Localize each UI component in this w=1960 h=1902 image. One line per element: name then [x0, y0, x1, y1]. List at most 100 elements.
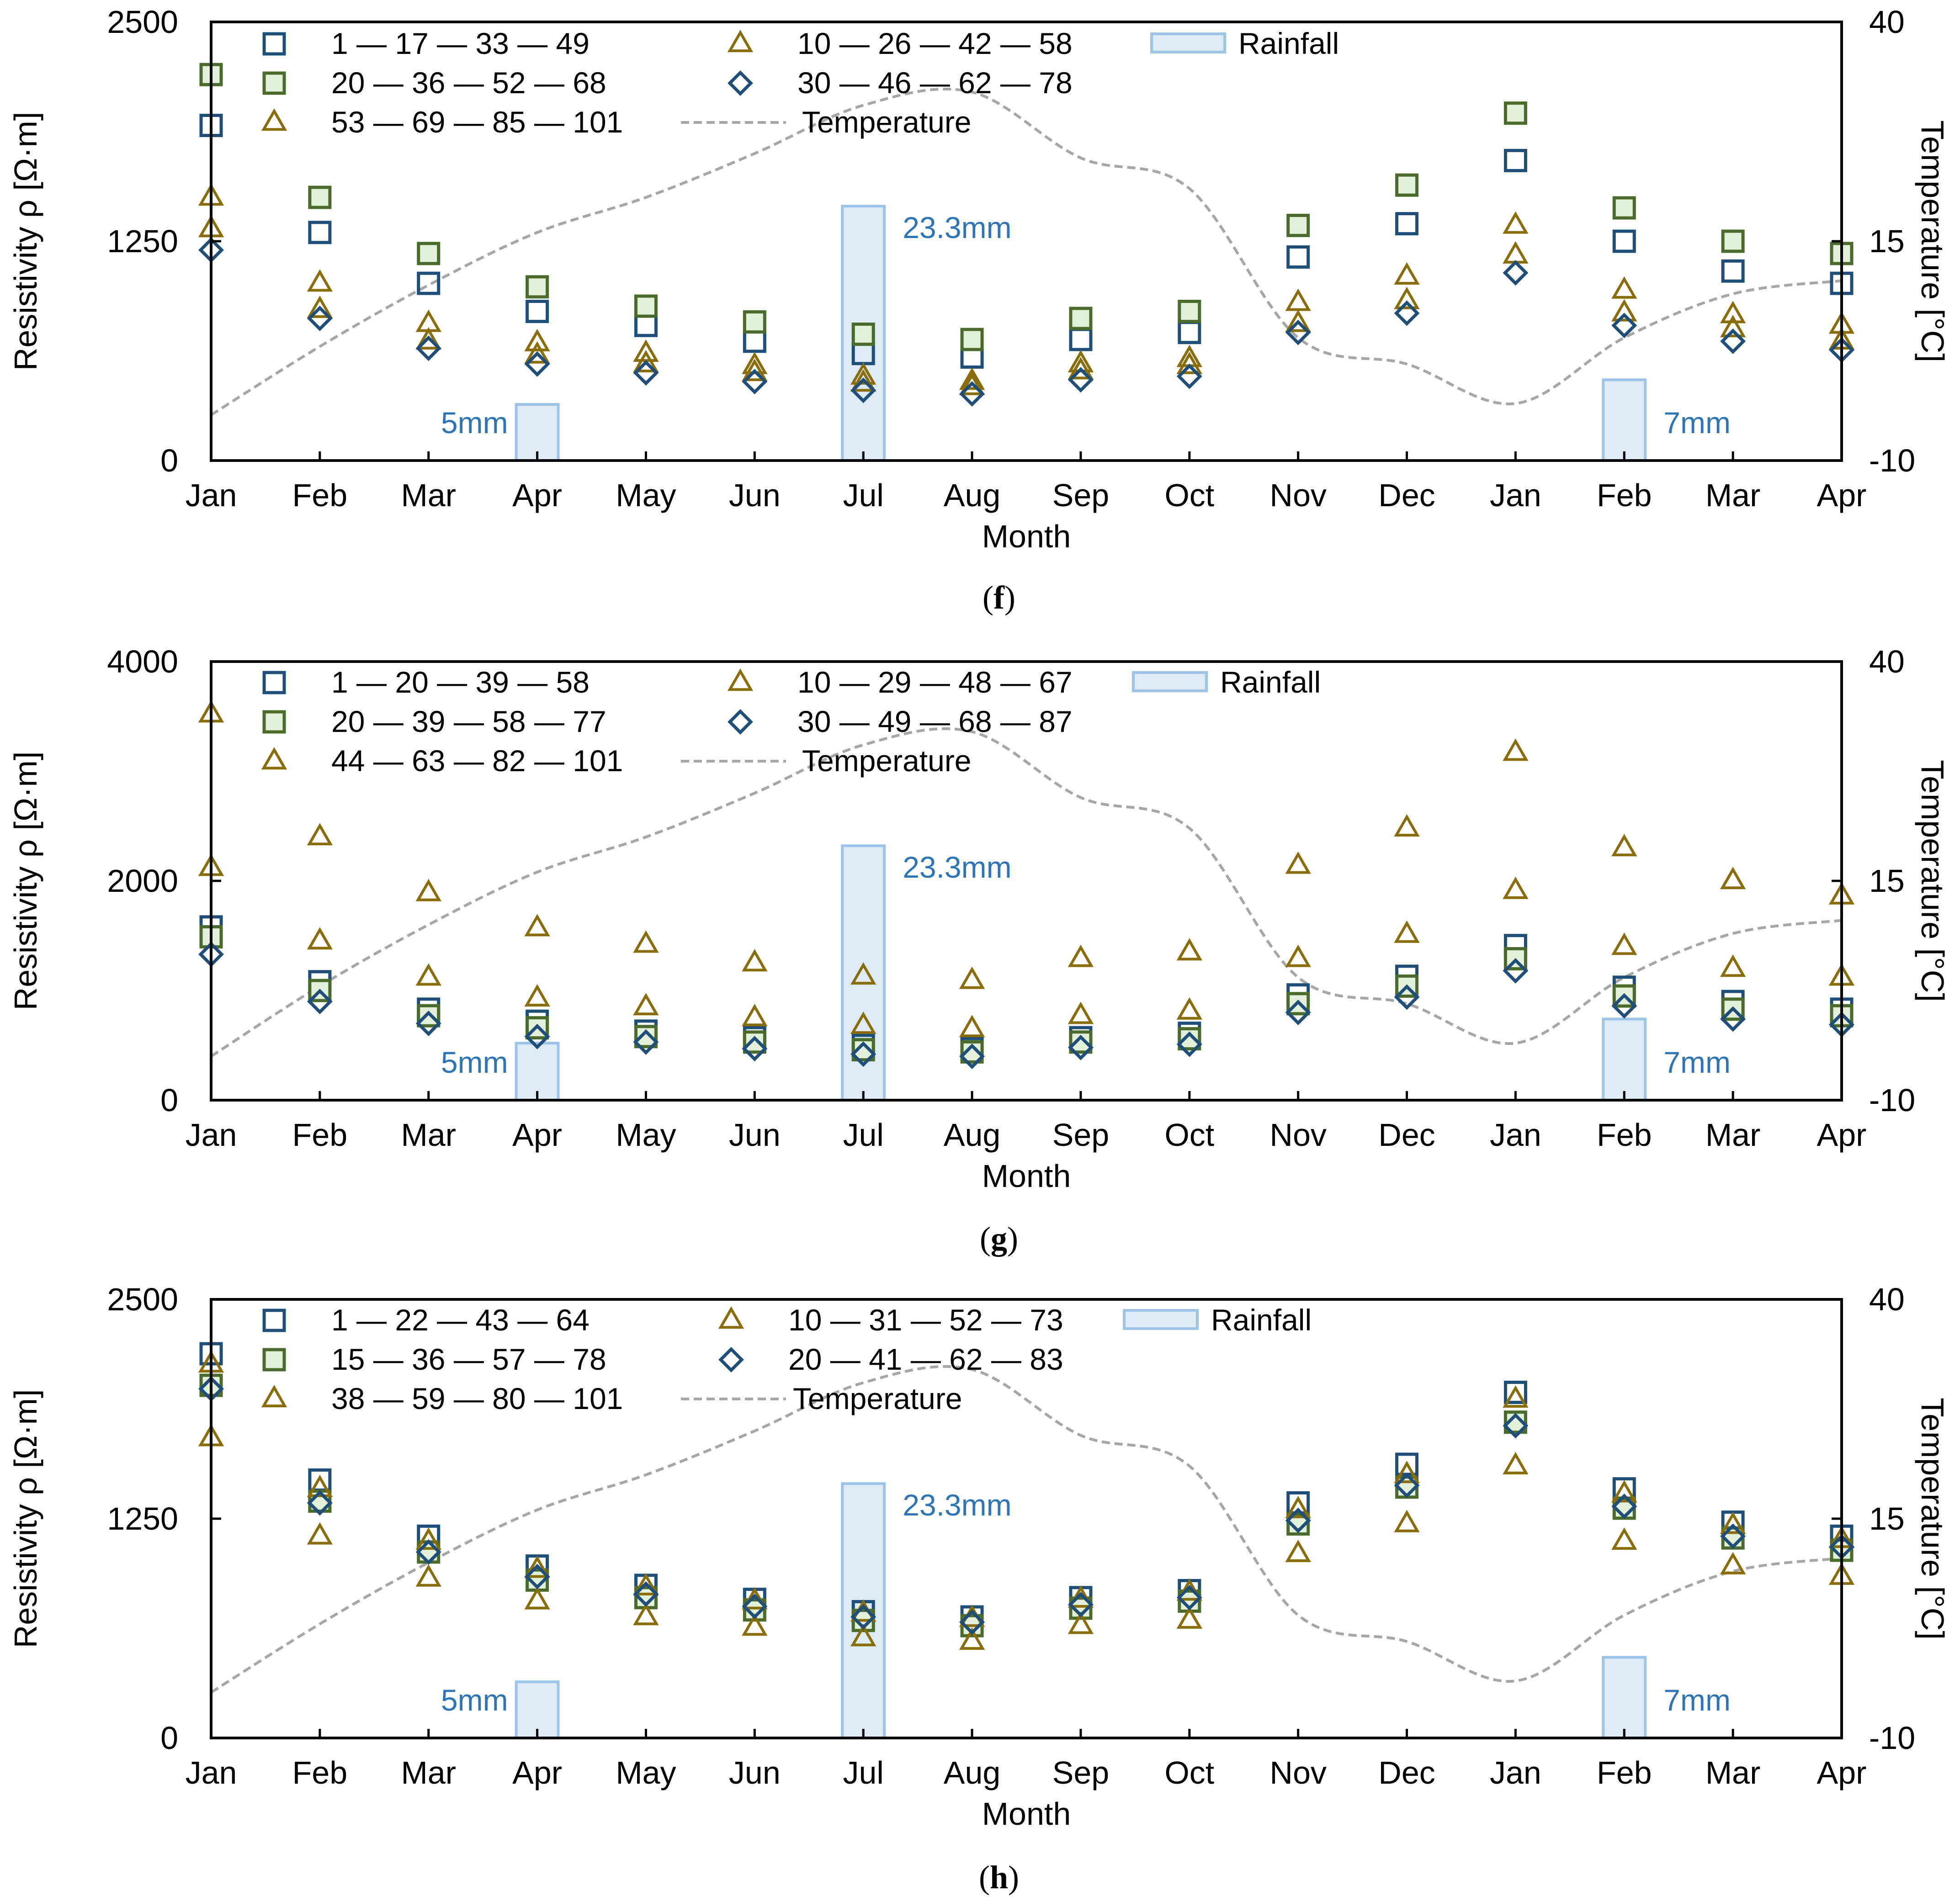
data-point — [1720, 1006, 1746, 1032]
data-point — [850, 369, 876, 392]
x-tick-label: Apr — [512, 1755, 562, 1791]
legend-label: 1 — 20 — 39 — 58 — [331, 665, 590, 699]
legend: 1 — 22 — 43 — 64 10 — 31 — 52 — 73 15 — 36… — [261, 1303, 1312, 1415]
x-tick-label: Feb — [1597, 1755, 1652, 1791]
data-point — [634, 313, 658, 337]
x-tick-label: Jan — [1490, 1117, 1541, 1153]
data-point — [1720, 301, 1746, 323]
data-point — [1178, 300, 1201, 323]
data-point — [307, 927, 333, 950]
x-tick-label: May — [616, 1755, 676, 1791]
data-point — [526, 275, 549, 299]
data-point — [307, 823, 333, 846]
y2-tick-label: -10 — [1869, 443, 1915, 478]
data-point — [1720, 1511, 1746, 1534]
data-point — [1285, 1507, 1311, 1533]
y2-axis-title: Temperature [°C] — [1915, 760, 1950, 1002]
data-point — [633, 350, 659, 372]
data-point — [307, 306, 333, 331]
data-point — [1068, 1034, 1094, 1060]
data-point — [1503, 1452, 1529, 1474]
x-tick-label: Apr — [512, 477, 562, 513]
legend-marker — [262, 71, 286, 95]
legend-temperature-label: Temperature — [802, 744, 972, 778]
x-tick-label: Aug — [944, 1117, 1001, 1153]
x-tick-label: Mar — [401, 1117, 456, 1153]
x-axis-title: Month — [982, 1158, 1071, 1194]
data-point — [1611, 313, 1637, 339]
data-point — [959, 367, 985, 390]
x-tick-label: Dec — [1378, 477, 1435, 513]
data-point — [742, 1004, 768, 1027]
series-0 — [199, 114, 1854, 369]
data-point — [1176, 938, 1202, 961]
chart-panel-g: 5mm 23.3mm 7mm Jan Feb Mar Apr May Jun Jul Aug Sep O… — [8, 644, 1950, 1257]
x-tick-label: Feb — [292, 477, 348, 513]
y2-tick-label: 40 — [1869, 644, 1905, 679]
legend-label: 20 — 36 — 52 — 68 — [331, 66, 606, 100]
legend-label: 20 — 41 — 62 — 83 — [788, 1342, 1063, 1376]
data-point — [524, 328, 550, 351]
x-tick-label: May — [616, 477, 676, 513]
legend-marker — [718, 1306, 744, 1329]
panel-label-open: ( — [980, 1220, 991, 1257]
data-point — [1068, 1611, 1094, 1634]
data-point — [417, 271, 441, 295]
legend-rainfall-label: Rainfall — [1220, 665, 1321, 699]
panel-label-letter: g — [991, 1220, 1007, 1257]
x-tick-label: Jun — [729, 1117, 781, 1153]
legend-rainfall-label: Rainfall — [1211, 1303, 1312, 1337]
data-point — [959, 1609, 985, 1635]
data-point — [1394, 920, 1420, 943]
y-tick-label: 4000 — [107, 644, 178, 679]
data-point — [633, 1029, 659, 1055]
data-point — [1720, 315, 1746, 338]
legend-marker — [262, 32, 286, 56]
data-point — [1503, 101, 1527, 125]
rainfall-label: 23.3mm — [903, 211, 1011, 244]
data-point — [633, 1603, 659, 1626]
x-tick-label: Dec — [1378, 1117, 1435, 1153]
x-tick-label: Oct — [1164, 1117, 1214, 1153]
temperature-line — [210, 1365, 1842, 1694]
x-tick-label: Feb — [1597, 1117, 1652, 1153]
x-tick-label: Jan — [1490, 1755, 1541, 1791]
data-point — [1503, 211, 1529, 234]
panel-label: (f) — [983, 579, 1015, 616]
x-tick-label: Apr — [512, 1117, 562, 1153]
y-axis-title: Resistivity ρ [Ω·m] — [8, 1389, 43, 1648]
data-point — [1068, 944, 1094, 967]
series-3 — [198, 183, 1855, 390]
series-2 — [198, 1424, 1855, 1650]
y2-axis-title: Temperature [°C] — [1915, 120, 1950, 362]
rainfall-label: 5mm — [441, 1045, 508, 1079]
data-point — [1069, 307, 1093, 330]
data-point — [1720, 954, 1746, 977]
data-point — [959, 381, 985, 407]
y-tick-label: 1250 — [107, 223, 178, 259]
data-point — [742, 949, 768, 972]
data-point — [850, 377, 876, 403]
data-point — [633, 1573, 659, 1595]
data-point — [742, 369, 768, 395]
data-point — [1285, 309, 1311, 332]
data-point — [1611, 993, 1637, 1019]
data-point — [1611, 932, 1637, 955]
x-tick-label: Dec — [1378, 1755, 1435, 1791]
data-point — [1068, 1001, 1094, 1024]
rainfall-bar — [1602, 378, 1647, 462]
x-tick-label: May — [616, 1117, 676, 1153]
data-point — [1394, 1461, 1420, 1483]
x-tick-label: Jun — [729, 477, 781, 513]
x-tick-label: Aug — [944, 1755, 1001, 1791]
legend-marker — [728, 709, 753, 735]
x-tick-label: Feb — [1597, 477, 1652, 513]
legend-marker — [718, 1347, 744, 1372]
data-point — [1285, 288, 1311, 311]
rainfall-label: 7mm — [1663, 406, 1731, 440]
data-point — [1503, 1413, 1529, 1439]
data-point — [1611, 1494, 1637, 1520]
data-point — [1395, 173, 1419, 197]
data-point — [1285, 319, 1311, 345]
